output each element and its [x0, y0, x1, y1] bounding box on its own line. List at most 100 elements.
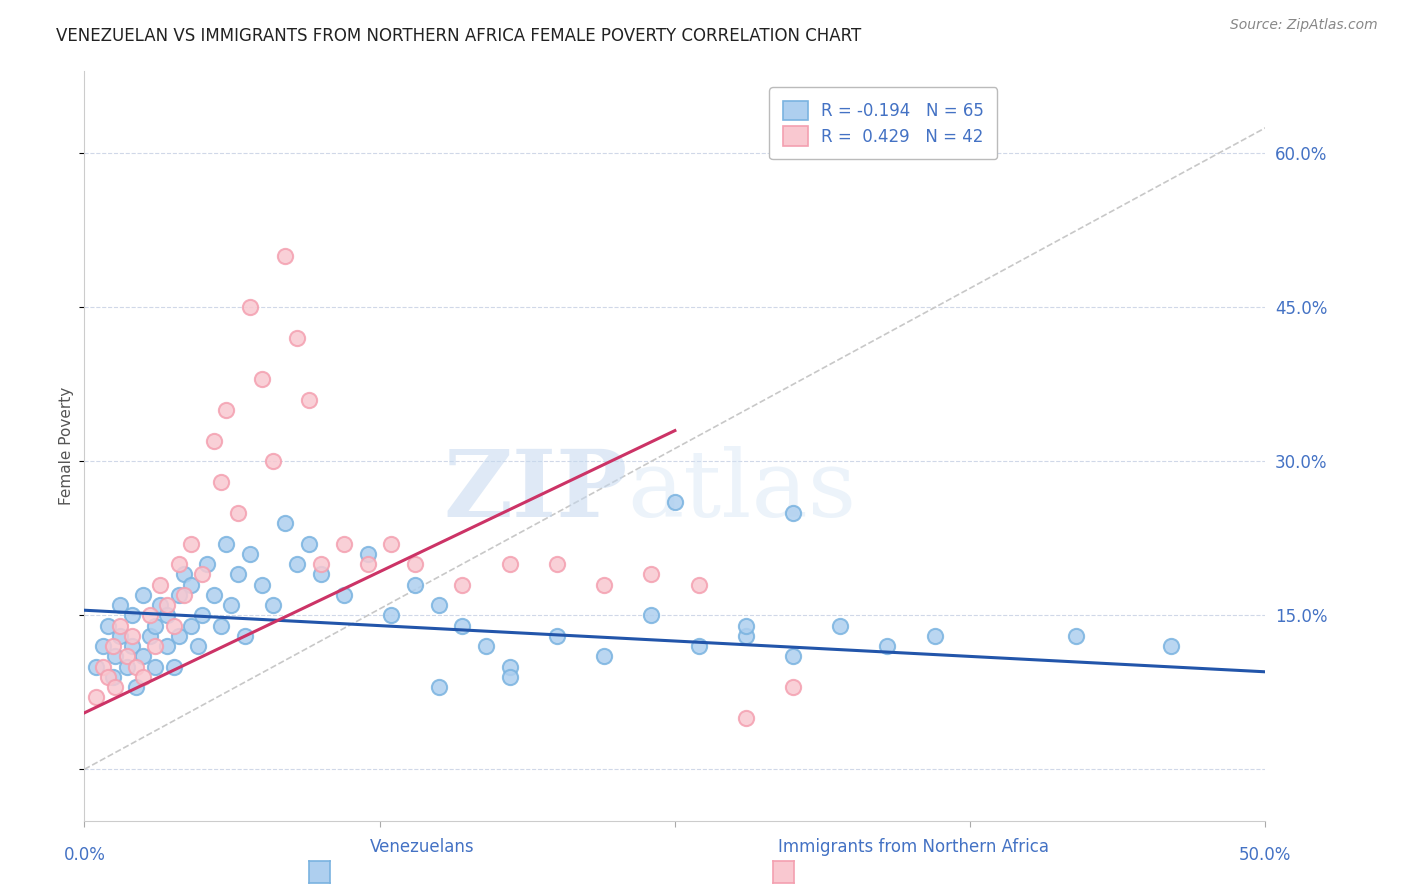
Point [498, 670, 520, 684]
Point [115, 659, 138, 673]
Point [451, 577, 474, 591]
Point [121, 639, 143, 653]
Point [156, 598, 179, 612]
Point [640, 608, 662, 623]
Point [333, 536, 356, 550]
Point [115, 649, 138, 664]
Point [191, 608, 214, 623]
Point [143, 659, 166, 673]
Point [427, 680, 450, 694]
Point [187, 639, 209, 653]
Point [688, 639, 710, 653]
Point [215, 403, 238, 417]
Point [309, 557, 332, 571]
Point [84, 659, 107, 673]
Text: VENEZUELAN VS IMMIGRANTS FROM NORTHERN AFRICA FEMALE POVERTY CORRELATION CHART: VENEZUELAN VS IMMIGRANTS FROM NORTHERN A… [56, 27, 862, 45]
Point [380, 536, 402, 550]
Point [782, 506, 804, 520]
Point [239, 301, 262, 315]
Point [91, 659, 114, 673]
Point [546, 557, 568, 571]
Point [167, 629, 190, 643]
Point [298, 392, 321, 407]
Point [167, 557, 190, 571]
Point [156, 639, 179, 653]
Point [250, 577, 273, 591]
Text: ZIP: ZIP [443, 446, 627, 536]
Point [156, 608, 179, 623]
Point [357, 547, 380, 561]
Point [139, 608, 162, 623]
Point [215, 536, 238, 550]
Point [209, 475, 232, 489]
Point [380, 608, 402, 623]
Point [427, 598, 450, 612]
Point [97, 670, 120, 684]
Point [250, 372, 273, 386]
Text: 50.0%: 50.0% [1239, 847, 1292, 864]
Point [209, 618, 232, 632]
Point [108, 598, 131, 612]
Point [1066, 629, 1088, 643]
Point [498, 659, 520, 673]
Point [125, 659, 148, 673]
Point [593, 649, 616, 664]
Point [333, 588, 356, 602]
Point [132, 670, 155, 684]
Point [404, 577, 426, 591]
Point [498, 557, 520, 571]
Point [688, 577, 710, 591]
Point [593, 577, 616, 591]
Point [101, 670, 124, 684]
Point [143, 639, 166, 653]
Point [451, 618, 474, 632]
Point [298, 536, 321, 550]
Point [1160, 639, 1182, 653]
Text: atlas: atlas [627, 446, 856, 536]
Point [546, 629, 568, 643]
Legend: R = -0.194   N = 65, R =  0.429   N = 42: R = -0.194 N = 65, R = 0.429 N = 42 [769, 87, 997, 159]
Point [404, 557, 426, 571]
Point [830, 618, 852, 632]
Text: Venezuelans: Venezuelans [370, 838, 474, 856]
Point [180, 577, 202, 591]
Point [357, 557, 380, 571]
Point [233, 629, 256, 643]
Point [285, 331, 308, 345]
Point [149, 577, 172, 591]
Point [97, 618, 120, 632]
Text: Immigrants from Northern Africa: Immigrants from Northern Africa [779, 838, 1049, 856]
Point [121, 629, 143, 643]
Point [219, 598, 242, 612]
Point [664, 495, 686, 509]
Point [202, 434, 225, 448]
Point [101, 639, 124, 653]
Point [132, 588, 155, 602]
Point [121, 608, 143, 623]
Point [475, 639, 498, 653]
Point [924, 629, 946, 643]
Point [309, 567, 332, 582]
Point [876, 639, 898, 653]
Point [782, 649, 804, 664]
Point [180, 536, 202, 550]
Point [108, 629, 131, 643]
Point [226, 567, 249, 582]
Point [104, 649, 127, 664]
Point [149, 598, 172, 612]
Point [167, 588, 190, 602]
Point [262, 454, 284, 468]
Point [84, 690, 107, 705]
Point [163, 659, 186, 673]
Point [262, 598, 284, 612]
Point [91, 639, 114, 653]
Point [734, 629, 756, 643]
Point [125, 680, 148, 694]
Point [734, 711, 756, 725]
Point [202, 588, 225, 602]
Point [108, 618, 131, 632]
Point [143, 618, 166, 632]
Point [285, 557, 308, 571]
Point [239, 547, 262, 561]
Text: 0.0%: 0.0% [63, 847, 105, 864]
